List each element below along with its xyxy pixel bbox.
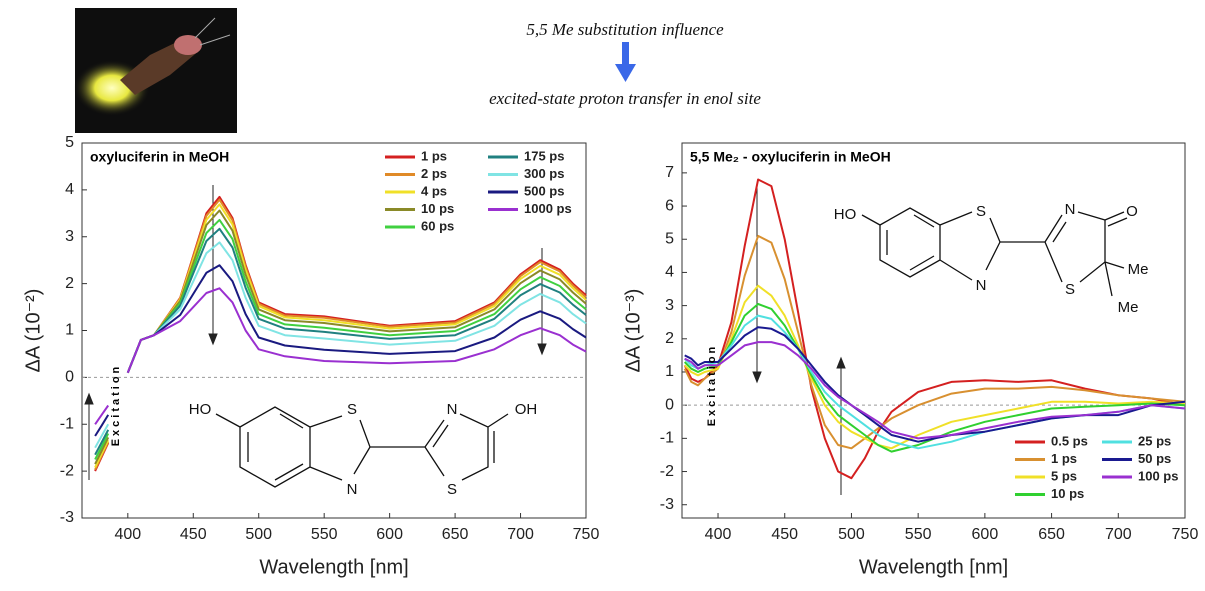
series-line: [94, 209, 587, 465]
legend-label: 100 ps: [1138, 468, 1178, 483]
series-line: [94, 227, 587, 456]
structure-right: [861, 207, 1128, 297]
y-tick-label: 1: [65, 322, 74, 339]
chart-title: 5,5 Me₂ - oxyluciferin in MeOH: [690, 149, 891, 165]
excitation-label: Excitation: [706, 344, 718, 427]
legend-label: 500 ps: [524, 183, 564, 198]
arrows: [84, 183, 846, 495]
legend-label: 60 ps: [421, 218, 454, 233]
legend-label: 25 ps: [1138, 433, 1171, 448]
y-axis-label: ΔA (10⁻²): [22, 289, 44, 373]
y-tick-label: 2: [65, 275, 74, 292]
x-tick-label: 650: [442, 526, 469, 543]
plot-frame: [681, 142, 1186, 519]
atom-label: Me: [1128, 261, 1149, 278]
y-tick-label: -3: [660, 496, 674, 513]
legend-label: 300 ps: [524, 166, 564, 181]
y-tick-label: 3: [665, 297, 674, 314]
x-tick-label: 700: [507, 526, 534, 543]
atom-label: O: [1126, 203, 1138, 220]
atom-label: N: [976, 277, 987, 294]
series-line: [94, 203, 587, 468]
legend-label: 1 ps: [421, 148, 447, 163]
y-axis-label: ΔA (10⁻³): [622, 289, 644, 373]
y-tick-label: 5: [665, 230, 674, 247]
x-tick-label: 750: [1172, 526, 1199, 543]
y-tick-label: -1: [660, 430, 674, 447]
series-line: [94, 241, 587, 449]
y-tick-label: 4: [65, 181, 74, 198]
y-tick-label: 1: [665, 363, 674, 380]
y-tick-label: 6: [665, 197, 674, 214]
legend-label: 10 ps: [1051, 486, 1084, 501]
x-tick-label: 450: [180, 526, 207, 543]
atom-label: S: [1065, 281, 1075, 298]
excitation-label: Excitation: [110, 364, 122, 447]
legend-label: 5 ps: [1051, 468, 1077, 483]
series-line: [94, 218, 587, 460]
atom-label: OH: [515, 401, 538, 418]
y-tick-label: -3: [60, 509, 74, 526]
firefly-photo: [74, 8, 237, 133]
legend-label: 4 ps: [421, 183, 447, 198]
x-tick-label: 400: [705, 526, 732, 543]
legend-label: 1 ps: [1051, 451, 1077, 466]
x-tick-label: 600: [376, 526, 403, 543]
y-tick-label: 5: [65, 134, 74, 151]
series-line: [684, 341, 1186, 440]
atom-label: S: [447, 481, 457, 498]
atom-label: N: [1065, 201, 1076, 218]
legend-label: 50 ps: [1138, 451, 1171, 466]
legend-label: 0.5 ps: [1051, 433, 1088, 448]
x-axis-label: Wavelength [nm]: [259, 556, 408, 578]
x-tick-label: 400: [114, 526, 141, 543]
x-tick-label: 450: [771, 526, 798, 543]
atom-label: N: [447, 401, 458, 418]
x-tick-label: 700: [1105, 526, 1132, 543]
atom-label: HO: [189, 401, 212, 418]
series-line: [94, 198, 587, 471]
atom-label: S: [347, 401, 357, 418]
x-tick-label: 750: [573, 526, 600, 543]
y-tick-label: -2: [60, 462, 74, 479]
y-tick-label: 0: [65, 369, 74, 386]
header-arrow: [615, 42, 636, 82]
x-tick-label: 500: [245, 526, 272, 543]
y-tick-label: -1: [60, 415, 74, 432]
y-tick-label: 2: [665, 330, 674, 347]
x-axis-label: Wavelength [nm]: [859, 556, 1008, 578]
x-tick-label: 500: [838, 526, 865, 543]
x-tick-label: 550: [311, 526, 338, 543]
header-title: 5,5 Me substitution influence: [526, 20, 724, 39]
series-line: [684, 326, 1186, 443]
y-tick-label: 3: [65, 228, 74, 245]
x-tick-label: 600: [972, 526, 999, 543]
series-line: [94, 264, 587, 437]
x-tick-label: 650: [1038, 526, 1065, 543]
legend-label: 2 ps: [421, 166, 447, 181]
y-tick-label: -2: [660, 463, 674, 480]
header-subtitle: excited-state proton transfer in enol si…: [489, 89, 761, 108]
x-tick-label: 550: [905, 526, 932, 543]
atom-label: Me: [1118, 299, 1139, 316]
y-tick-label: 4: [665, 264, 674, 281]
chart-title: oxyluciferin in MeOH: [90, 149, 229, 165]
atom-label: N: [347, 481, 358, 498]
legend-label: 1000 ps: [524, 201, 572, 216]
legend-label: 10 ps: [421, 201, 454, 216]
structure-left: [215, 406, 509, 488]
series-line: [683, 178, 1186, 480]
series-line: [94, 287, 587, 425]
atom-label: HO: [834, 206, 857, 223]
y-tick-label: 7: [665, 164, 674, 181]
atom-label: S: [976, 203, 986, 220]
legend-label: 175 ps: [524, 148, 564, 163]
y-tick-label: 0: [665, 396, 674, 413]
series-line: [683, 284, 1186, 450]
